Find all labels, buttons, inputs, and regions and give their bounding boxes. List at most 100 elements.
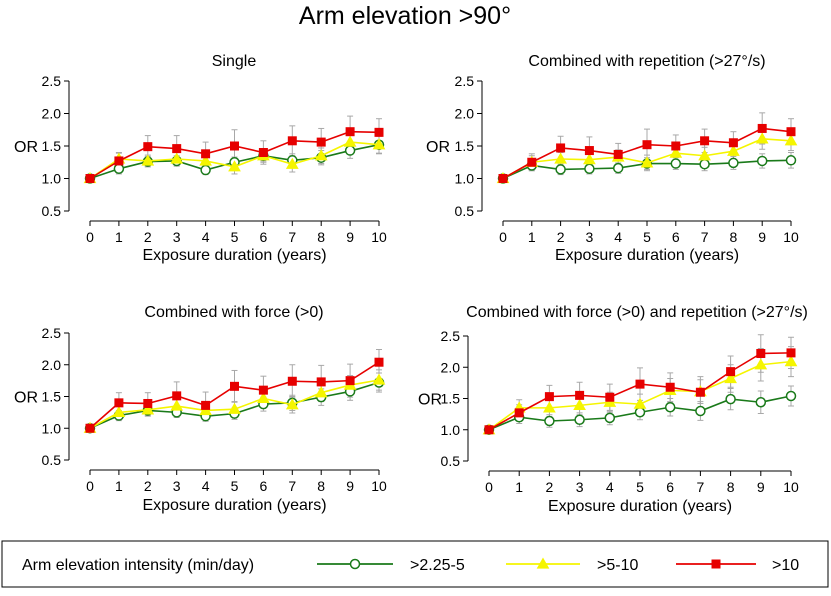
y-tick-label: 1.0 — [42, 420, 62, 436]
data-point — [786, 348, 796, 358]
data-point — [786, 127, 796, 137]
data-point — [228, 402, 241, 414]
y-tick-label: 1.5 — [42, 389, 62, 405]
x-tick-label: 4 — [202, 229, 210, 245]
x-tick-label: 9 — [758, 229, 766, 245]
x-tick-label: 2 — [144, 229, 152, 245]
data-point — [228, 160, 241, 172]
data-point — [314, 386, 328, 398]
legend-label: >2.25-5 — [410, 557, 465, 574]
x-tick-label: 7 — [701, 229, 709, 245]
data-point — [343, 135, 357, 147]
figure-title: Arm elevation >90° — [299, 2, 511, 30]
data-point — [605, 392, 615, 402]
y-axis-label: OR — [14, 139, 38, 156]
data-point — [170, 399, 184, 411]
data-point — [785, 155, 797, 166]
data-point — [695, 405, 706, 417]
legend-label: >10 — [772, 557, 799, 574]
data-point — [287, 376, 297, 386]
x-tick-label: 5 — [643, 229, 651, 245]
data-point — [634, 407, 646, 418]
x-tick-label: 8 — [317, 229, 325, 245]
data-point — [633, 397, 647, 409]
data-point — [756, 155, 768, 167]
data-point — [258, 148, 268, 157]
legend-marker — [536, 557, 550, 569]
data-point — [484, 425, 494, 435]
data-point — [664, 402, 676, 413]
x-tick-label: 9 — [346, 229, 354, 245]
data-point — [573, 398, 586, 410]
data-point — [699, 158, 710, 170]
data-point — [345, 376, 355, 386]
legend-label: >5-10 — [597, 557, 638, 574]
x-tick-label: 1 — [115, 478, 123, 494]
data-point — [700, 136, 710, 146]
data-point — [728, 157, 739, 169]
y-tick-label: 0.5 — [441, 453, 461, 469]
x-tick-label: 8 — [730, 229, 738, 245]
x-tick-label: 6 — [260, 229, 268, 245]
data-point — [85, 174, 95, 183]
data-point — [555, 164, 566, 175]
data-point — [201, 400, 211, 410]
y-tick-label: 1.5 — [441, 391, 461, 407]
x-tick-label: 1 — [528, 229, 536, 245]
data-point — [727, 144, 740, 156]
data-point — [285, 398, 299, 410]
data-point — [728, 138, 738, 148]
y-tick-label: 1.5 — [455, 138, 475, 154]
panel-4: Combined with force (>0) and repetition … — [418, 304, 808, 515]
data-point — [374, 127, 384, 137]
data-point — [230, 381, 239, 391]
data-point — [544, 392, 554, 402]
data-point — [756, 349, 766, 358]
x-tick-label: 4 — [202, 478, 210, 494]
data-point — [671, 141, 681, 151]
data-point — [785, 390, 797, 402]
x-tick-label: 2 — [557, 229, 565, 245]
data-point — [584, 163, 595, 174]
y-tick-label: 1.5 — [42, 138, 62, 154]
data-point — [374, 357, 384, 367]
data-point — [527, 157, 537, 167]
panel-title: Combined with repetition (>27°/s) — [528, 53, 765, 70]
x-tick-label: 9 — [346, 478, 354, 494]
x-tick-label: 6 — [666, 479, 674, 495]
data-point — [604, 412, 616, 424]
data-point — [344, 145, 356, 156]
data-point — [726, 367, 736, 377]
x-tick-label: 1 — [515, 479, 523, 495]
panel-1: Single 0.5 1.0 1.5 2.0 2.5 OR 0 1 2 3 4 5 6 7 8 9 10 Expos… — [14, 53, 387, 264]
data-point — [755, 132, 769, 144]
y-tick-label: 2.5 — [455, 73, 475, 89]
x-tick-label: 10 — [371, 229, 387, 245]
y-axis-label: OR — [14, 390, 38, 407]
data-point — [287, 136, 297, 146]
x-tick-label: 10 — [371, 478, 387, 494]
y-tick-label: 2.5 — [42, 73, 62, 89]
y-tick-label: 0.5 — [42, 203, 62, 219]
data-point — [170, 152, 184, 164]
data-point — [143, 142, 153, 152]
data-point — [85, 423, 95, 433]
x-tick-label: 5 — [231, 478, 239, 494]
data-point — [784, 134, 798, 146]
data-point — [285, 157, 299, 169]
data-point — [141, 403, 155, 415]
legend-title: Arm elevation intensity (min/day) — [22, 557, 254, 574]
data-point — [114, 156, 124, 166]
legend-entries: >2.25-5 >5-10 >10 — [317, 557, 799, 574]
data-point — [372, 138, 386, 150]
data-point — [755, 397, 767, 408]
x-tick-label: 0 — [86, 229, 94, 245]
data-point — [199, 154, 212, 166]
y-axis-label: OR — [418, 392, 442, 409]
x-axis-label: Exposure duration (years) — [142, 497, 326, 514]
x-tick-label: 2 — [144, 478, 152, 494]
data-point — [230, 141, 239, 151]
data-point — [642, 140, 652, 150]
